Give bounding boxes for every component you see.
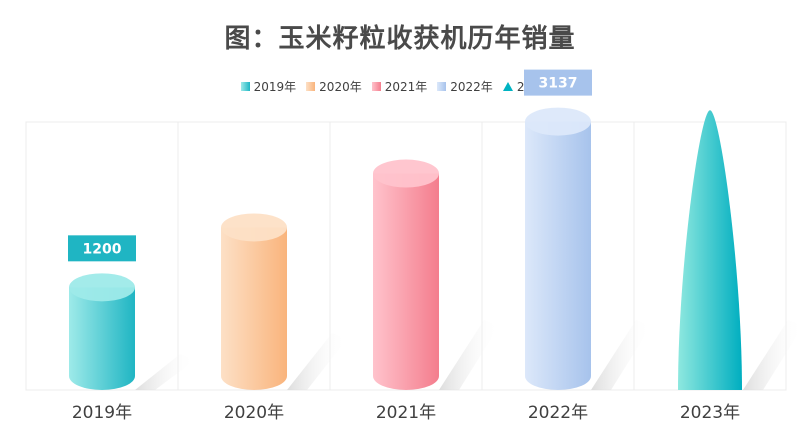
legend-swatch-2021: [371, 82, 381, 91]
data-label: 3137: [539, 76, 578, 92]
x-tick-label: 2022年: [528, 403, 588, 423]
bar-cylinder-top: [221, 213, 287, 242]
bar-shadow: [287, 333, 347, 390]
legend-item-2021[interactable]: 2021年: [371, 78, 428, 95]
bar-shadow: [591, 320, 651, 390]
bar-2022年[interactable]: 3137: [524, 69, 651, 391]
bar-cylinder-body: [69, 287, 135, 390]
bar-shadow: [743, 320, 800, 390]
x-tick-label: 2023年: [680, 403, 740, 423]
bar-2020年[interactable]: [221, 213, 347, 390]
legend-label-2021: 2021年: [384, 80, 428, 94]
bar-cylinder-body: [373, 173, 439, 390]
x-tick-label: 2020年: [224, 403, 284, 423]
data-label-box: [68, 235, 136, 262]
data-label-box: [524, 69, 592, 96]
legend-swatch-2023: [502, 82, 513, 91]
bar-2019年[interactable]: 1200: [68, 235, 195, 390]
bar-cylinder-body: [221, 227, 287, 390]
legend-item-2019[interactable]: 2019年: [240, 78, 297, 95]
bar-cylinder-top: [373, 159, 439, 188]
legend-label-2019: 2019年: [253, 80, 297, 94]
bar-cylinder-top: [525, 107, 591, 136]
legend-label-2022: 2022年: [450, 80, 493, 94]
bar-cylinder-top: [69, 273, 135, 302]
x-tick-label: 2019年: [72, 403, 132, 423]
bar-2023年[interactable]: [678, 110, 800, 390]
data-label: 1200: [83, 241, 122, 257]
legend-swatch-2019: [240, 82, 250, 91]
bar-cylinder-body: [525, 121, 591, 391]
bar-shadow: [439, 320, 499, 390]
bar-shadow: [135, 354, 195, 390]
chart-title: 图：玉米籽粒收获机历年销量: [224, 24, 576, 54]
legend-label-2020: 2020年: [319, 80, 362, 94]
bar-cone: [678, 110, 742, 390]
legend-swatch-2022: [437, 82, 447, 91]
legend-item-2020[interactable]: 2020年: [306, 78, 362, 95]
legend-item-2022[interactable]: 2022年: [437, 78, 493, 95]
x-tick-label: 2021年: [376, 403, 436, 423]
legend-swatch-2020: [306, 82, 316, 91]
bar-2021年[interactable]: [373, 159, 499, 390]
